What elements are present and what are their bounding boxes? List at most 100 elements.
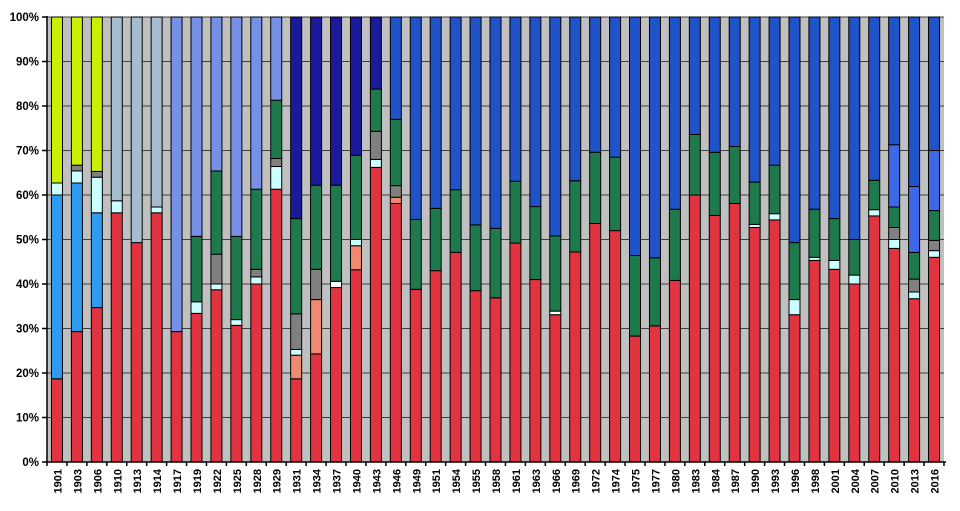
- segment-2010-dark_green: [888, 206, 901, 228]
- x-tick-label-1903: 1903: [72, 469, 84, 493]
- segment-2007-red: [868, 215, 881, 463]
- bar-2013: [908, 16, 921, 463]
- x-tick-label-1917: 1917: [172, 469, 184, 493]
- segment-1996-red: [788, 314, 801, 463]
- segment-1983-dark_green: [688, 133, 701, 196]
- segment-1961-dark_green: [509, 180, 522, 244]
- segment-2004-royal_blue: [848, 16, 861, 240]
- x-tick-label-1929: 1929: [272, 469, 284, 493]
- segment-1922-red: [210, 289, 223, 463]
- segment-1929-cornflower: [270, 16, 283, 101]
- segment-1987-dark_green: [728, 145, 741, 204]
- segment-1934-red: [310, 353, 323, 463]
- segment-1922-dark_gray: [210, 253, 223, 285]
- segment-1903-pale_cyan: [70, 170, 83, 184]
- bar-1974: [609, 16, 622, 463]
- segment-1954-dark_green: [449, 189, 462, 253]
- x-tick-label-1983: 1983: [690, 469, 702, 493]
- segment-1993-dark_green: [768, 164, 781, 215]
- segment-1980-red: [668, 279, 681, 463]
- segment-1925-cornflower: [230, 16, 243, 237]
- segment-1993-red: [768, 219, 781, 463]
- bar-1987: [728, 16, 741, 463]
- x-tick-label-1937: 1937: [332, 469, 344, 493]
- segment-1951-royal_blue: [429, 16, 442, 209]
- segment-1906-dark_gray: [90, 170, 103, 178]
- segment-1937-dark_green: [330, 184, 343, 282]
- segment-1998-dark_green: [808, 208, 821, 258]
- bar-2007: [868, 16, 881, 463]
- x-tick-label-1906: 1906: [92, 469, 104, 493]
- segment-1977-red: [648, 325, 661, 463]
- segment-2016-pale_cyan: [928, 250, 941, 258]
- segment-1946-dark_gray: [389, 185, 402, 198]
- segment-1903-chartreuse: [70, 16, 83, 166]
- segment-2013-dark_gray: [908, 278, 921, 293]
- segment-1966-white: [549, 310, 562, 316]
- x-tick-label-2004: 2004: [850, 468, 862, 493]
- x-tick-label-1951: 1951: [431, 469, 443, 493]
- x-tick-label-1913: 1913: [132, 469, 144, 493]
- segment-2013-red: [908, 298, 921, 463]
- segment-1931-dark_gray: [290, 313, 303, 350]
- bar-1972: [589, 16, 602, 463]
- segment-1955-red: [469, 290, 482, 463]
- x-tick-label-1955: 1955: [471, 469, 483, 493]
- segment-1998-royal_blue: [808, 16, 821, 210]
- segment-1949-dark_green: [409, 218, 422, 290]
- segment-1901-dodger_blue: [50, 194, 63, 380]
- segment-1929-pale_cyan: [270, 166, 283, 190]
- bar-1910: [110, 16, 123, 463]
- bar-1906: [90, 16, 103, 463]
- bar-1913: [130, 16, 143, 463]
- segment-1951-red: [429, 270, 442, 463]
- segment-1955-dark_green: [469, 224, 482, 292]
- segment-1929-dark_green: [270, 99, 283, 160]
- segment-1974-royal_blue: [609, 16, 622, 158]
- bar-1977: [648, 16, 661, 463]
- segment-1998-red: [808, 259, 821, 463]
- segment-1984-dark_green: [708, 151, 721, 216]
- y-tick-label-10%: 10%: [16, 413, 39, 425]
- bar-1914: [150, 16, 163, 463]
- bar-1963: [529, 16, 542, 463]
- x-tick-label-1993: 1993: [770, 469, 782, 493]
- segment-1996-royal_blue: [788, 16, 801, 244]
- segment-1940-pale_cyan: [349, 239, 362, 247]
- bar-1928: [250, 16, 263, 463]
- segment-1983-red: [688, 194, 701, 463]
- segment-1914-pale_cyan: [150, 206, 163, 214]
- segment-1958-red: [489, 297, 502, 463]
- y-tick-label-100%: 100%: [10, 12, 39, 24]
- x-tick-label-2013: 2013: [910, 469, 922, 493]
- x-tick-label-2001: 2001: [830, 469, 842, 493]
- y-tick-label-90%: 90%: [16, 57, 39, 69]
- bar-1969: [569, 16, 582, 463]
- segment-1931-navy: [290, 16, 303, 220]
- segment-1931-red: [290, 378, 303, 463]
- x-tick-label-1969: 1969: [571, 469, 583, 493]
- segment-1972-red: [589, 222, 602, 463]
- segment-1977-royal_blue: [648, 16, 661, 259]
- segment-1931-salmon: [290, 354, 303, 380]
- x-tick-label-2010: 2010: [890, 469, 902, 493]
- x-tick-label-1958: 1958: [491, 469, 503, 493]
- y-axis-ticks-and-labels: 0% 10% 20% 30% 40% 50% 60% 70% 80% 90% 100%: [10, 12, 47, 469]
- segment-1901-chartreuse: [50, 16, 63, 184]
- segment-1917-red: [170, 331, 183, 463]
- segment-2010-dark_gray: [888, 226, 901, 241]
- segment-2010-bright_blue: [888, 144, 901, 208]
- y-tick-label-50%: 50%: [16, 235, 39, 247]
- segment-2001-pale_cyan: [828, 259, 841, 270]
- segment-1963-dark_green: [529, 206, 542, 281]
- x-tick-label-1934: 1934: [312, 468, 324, 493]
- x-tick-label-1954: 1954: [451, 468, 463, 493]
- segment-1983-royal_blue: [688, 16, 701, 135]
- bar-1954: [449, 16, 462, 463]
- segment-1901-red: [50, 378, 63, 463]
- segment-2004-dark_green: [848, 239, 861, 276]
- x-tick-label-2016: 2016: [930, 469, 942, 493]
- x-tick-label-1961: 1961: [511, 469, 523, 493]
- y-tick-label-20%: 20%: [16, 368, 39, 380]
- segment-1990-red: [748, 226, 761, 463]
